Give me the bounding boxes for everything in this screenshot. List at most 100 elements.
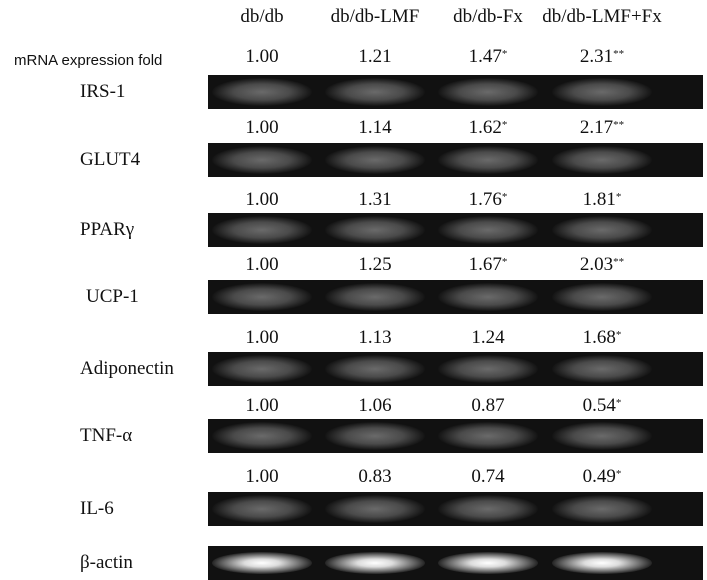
fold-number: 2.31: [580, 46, 613, 67]
gel-band: [438, 146, 538, 174]
fold-value: 1.14: [358, 117, 391, 139]
fold-value: 1.62*: [469, 117, 508, 139]
gel-band: [552, 146, 652, 174]
figure: mRNA expression fold db/dbdb/db-LMFdb/db…: [0, 0, 707, 580]
gel-band: [552, 422, 652, 450]
fold-number: 1.24: [471, 327, 504, 348]
gel-band: [438, 552, 538, 574]
gel-lane: [208, 419, 703, 453]
fold-number: 1.21: [358, 46, 391, 67]
fold-number: 1.31: [358, 189, 391, 210]
gel-band: [212, 216, 312, 244]
fold-number: 1.25: [358, 254, 391, 275]
gel-band: [552, 78, 652, 106]
fold-value: 2.03**: [580, 254, 624, 276]
fold-value: 1.13: [358, 327, 391, 349]
gel-band: [325, 552, 425, 574]
gel-band: [552, 216, 652, 244]
gel-band: [552, 552, 652, 574]
significance-mark: **: [613, 256, 624, 268]
fold-number: 2.03: [580, 254, 613, 275]
gel-band: [438, 355, 538, 383]
significance-mark: *: [616, 191, 622, 203]
gel-band: [325, 78, 425, 106]
gel-band: [325, 495, 425, 523]
fold-value: 1.00: [245, 466, 278, 488]
gel-band: [212, 355, 312, 383]
gel-lane: [208, 546, 703, 580]
fold-value: 1.00: [245, 117, 278, 139]
significance-mark: *: [616, 397, 622, 409]
fold-value: 1.00: [245, 327, 278, 349]
gel-band: [325, 216, 425, 244]
fold-number: 1.00: [245, 466, 278, 487]
fold-number: 0.87: [471, 395, 504, 416]
fold-number: 1.67: [469, 254, 502, 275]
fold-number: 1.00: [245, 254, 278, 275]
fold-number: 0.83: [358, 466, 391, 487]
fold-number: 0.54: [583, 395, 616, 416]
row-label: Adiponectin: [80, 358, 174, 380]
fold-number: 1.00: [245, 117, 278, 138]
fold-number: 1.76: [469, 189, 502, 210]
gel-band: [325, 146, 425, 174]
fold-value: 2.31**: [580, 46, 624, 68]
row-label: IRS-1: [80, 81, 125, 103]
gel-band: [552, 495, 652, 523]
gel-lane: [208, 492, 703, 526]
gel-band: [212, 146, 312, 174]
fold-value: 0.87: [471, 395, 504, 417]
significance-mark: **: [613, 119, 624, 131]
fold-value: 1.81*: [583, 189, 622, 211]
row-label: PPARγ: [80, 219, 134, 241]
fold-value: 1.76*: [469, 189, 508, 211]
column-header: db/db-LMF+Fx: [542, 6, 661, 28]
fold-value: 1.47*: [469, 46, 508, 68]
fold-number: 1.68: [583, 327, 616, 348]
fold-number: 1.06: [358, 395, 391, 416]
gel-band: [438, 422, 538, 450]
significance-mark: *: [502, 119, 508, 131]
fold-number: 1.00: [245, 327, 278, 348]
fold-value: 1.00: [245, 254, 278, 276]
gel-band: [212, 552, 312, 574]
fold-number: 1.47: [469, 46, 502, 67]
fold-value: 1.25: [358, 254, 391, 276]
fold-number: 1.14: [358, 117, 391, 138]
row-label: UCP-1: [86, 286, 139, 308]
gel-band: [212, 495, 312, 523]
fold-number: 1.62: [469, 117, 502, 138]
significance-mark: *: [616, 468, 622, 480]
gel-band: [552, 355, 652, 383]
row-label: GLUT4: [80, 149, 140, 171]
fold-number: 2.17: [580, 117, 613, 138]
fold-value: 0.49*: [583, 466, 622, 488]
fold-value: 1.00: [245, 189, 278, 211]
gel-band: [438, 283, 538, 311]
row-label: IL-6: [80, 498, 114, 520]
gel-lane: [208, 352, 703, 386]
column-header: db/db-LMF: [331, 6, 420, 28]
gel-lane: [208, 75, 703, 109]
row-label: β-actin: [80, 552, 133, 574]
gel-lane: [208, 143, 703, 177]
fold-value: 1.06: [358, 395, 391, 417]
fold-value: 1.67*: [469, 254, 508, 276]
fold-value: 1.21: [358, 46, 391, 68]
row-label: TNF-α: [80, 425, 132, 447]
significance-mark: *: [616, 329, 622, 341]
fold-value: 2.17**: [580, 117, 624, 139]
gel-lane: [208, 213, 703, 247]
fold-number: 1.81: [583, 189, 616, 210]
fold-value: 1.31: [358, 189, 391, 211]
fold-value: 1.24: [471, 327, 504, 349]
fold-number: 1.00: [245, 189, 278, 210]
fold-number: 0.49: [583, 466, 616, 487]
fold-value: 1.00: [245, 395, 278, 417]
gel-band: [212, 422, 312, 450]
gel-band: [438, 78, 538, 106]
fold-number: 0.74: [471, 466, 504, 487]
fold-number: 1.13: [358, 327, 391, 348]
gel-band: [325, 355, 425, 383]
gel-band: [325, 283, 425, 311]
